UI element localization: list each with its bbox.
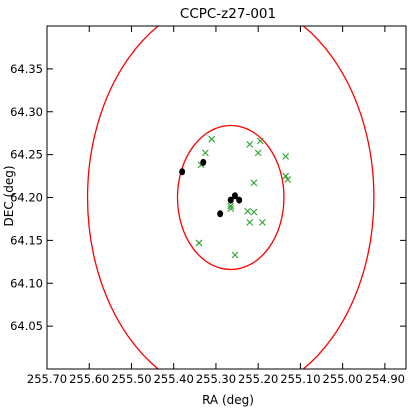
x-axis-label: RA (deg): [202, 393, 254, 407]
x-tick-label: 255.70: [27, 372, 67, 386]
dot-point: [217, 210, 224, 218]
chart-title: CCPC-z27-001: [180, 6, 276, 22]
dot-point: [179, 168, 186, 176]
cross-point: [201, 149, 209, 157]
y-tick-label: 64.05: [10, 319, 43, 333]
outer-circle: [86, 26, 375, 369]
cross-stroke: [227, 202, 235, 210]
plot-area: [86, 26, 375, 369]
x-tick-label: 255.00: [323, 372, 363, 386]
y-tick-label: 64.20: [10, 191, 43, 205]
x-tick-label: 255.40: [154, 372, 194, 386]
cross-point: [246, 218, 254, 226]
cross-stroke: [282, 152, 290, 160]
cross-point: [250, 208, 258, 216]
y-tick-label: 64.35: [10, 62, 43, 76]
cross-point: [227, 202, 235, 210]
plot-frame: [46, 25, 407, 370]
axis-tick-labels: 255.70 255.60 255.50 255.40 255.30 255.20 255.…: [10, 62, 405, 386]
cross-point: [259, 218, 266, 226]
cross-point: [254, 149, 262, 157]
cross-stroke: [244, 207, 252, 215]
cross-stroke: [246, 140, 254, 148]
axis-ticks: [46, 26, 406, 369]
cross-stroke: [256, 137, 264, 145]
x-tick-label: 255.50: [111, 372, 151, 386]
x-tick-label: 255.10: [280, 372, 320, 386]
dot-point: [227, 196, 234, 204]
cross-point: [227, 205, 235, 213]
cross-point: [246, 140, 254, 148]
inner-circle: [176, 124, 285, 271]
cross-stroke: [282, 172, 290, 180]
cross-stroke: [284, 176, 292, 183]
cross-point: [208, 135, 216, 143]
cross-stroke: [246, 218, 254, 226]
cross-stroke: [201, 149, 209, 157]
x-tick-label: 255.20: [238, 372, 278, 386]
cross-point: [282, 172, 290, 180]
cross-stroke: [259, 218, 266, 226]
cross-stroke: [195, 239, 203, 247]
cross-point: [195, 239, 203, 247]
dot-point: [236, 196, 243, 204]
cross-point: [250, 179, 258, 187]
dot-point: [200, 158, 207, 166]
cross-point: [282, 152, 290, 160]
cross-point: [231, 251, 239, 259]
x-tick-label: 254.90: [365, 372, 405, 386]
x-tick-label: 255.60: [69, 372, 109, 386]
cross-point: [244, 207, 252, 215]
y-tick-label: 64.25: [10, 148, 43, 162]
y-tick-label: 64.10: [10, 276, 43, 290]
cross-stroke: [227, 205, 235, 213]
dot-point: [231, 192, 238, 200]
cross-stroke: [208, 135, 216, 143]
cross-stroke: [250, 208, 258, 216]
cross-stroke: [231, 251, 239, 259]
x-tick-label: 255.30: [196, 372, 236, 386]
cross-point: [256, 137, 264, 145]
y-tick-label: 64.15: [10, 233, 43, 247]
cross-stroke: [250, 179, 258, 187]
cross-point: [284, 176, 292, 183]
y-tick-label: 64.30: [10, 105, 43, 119]
cross-stroke: [254, 149, 262, 157]
y-axis-label: DEC (deg): [2, 166, 16, 227]
